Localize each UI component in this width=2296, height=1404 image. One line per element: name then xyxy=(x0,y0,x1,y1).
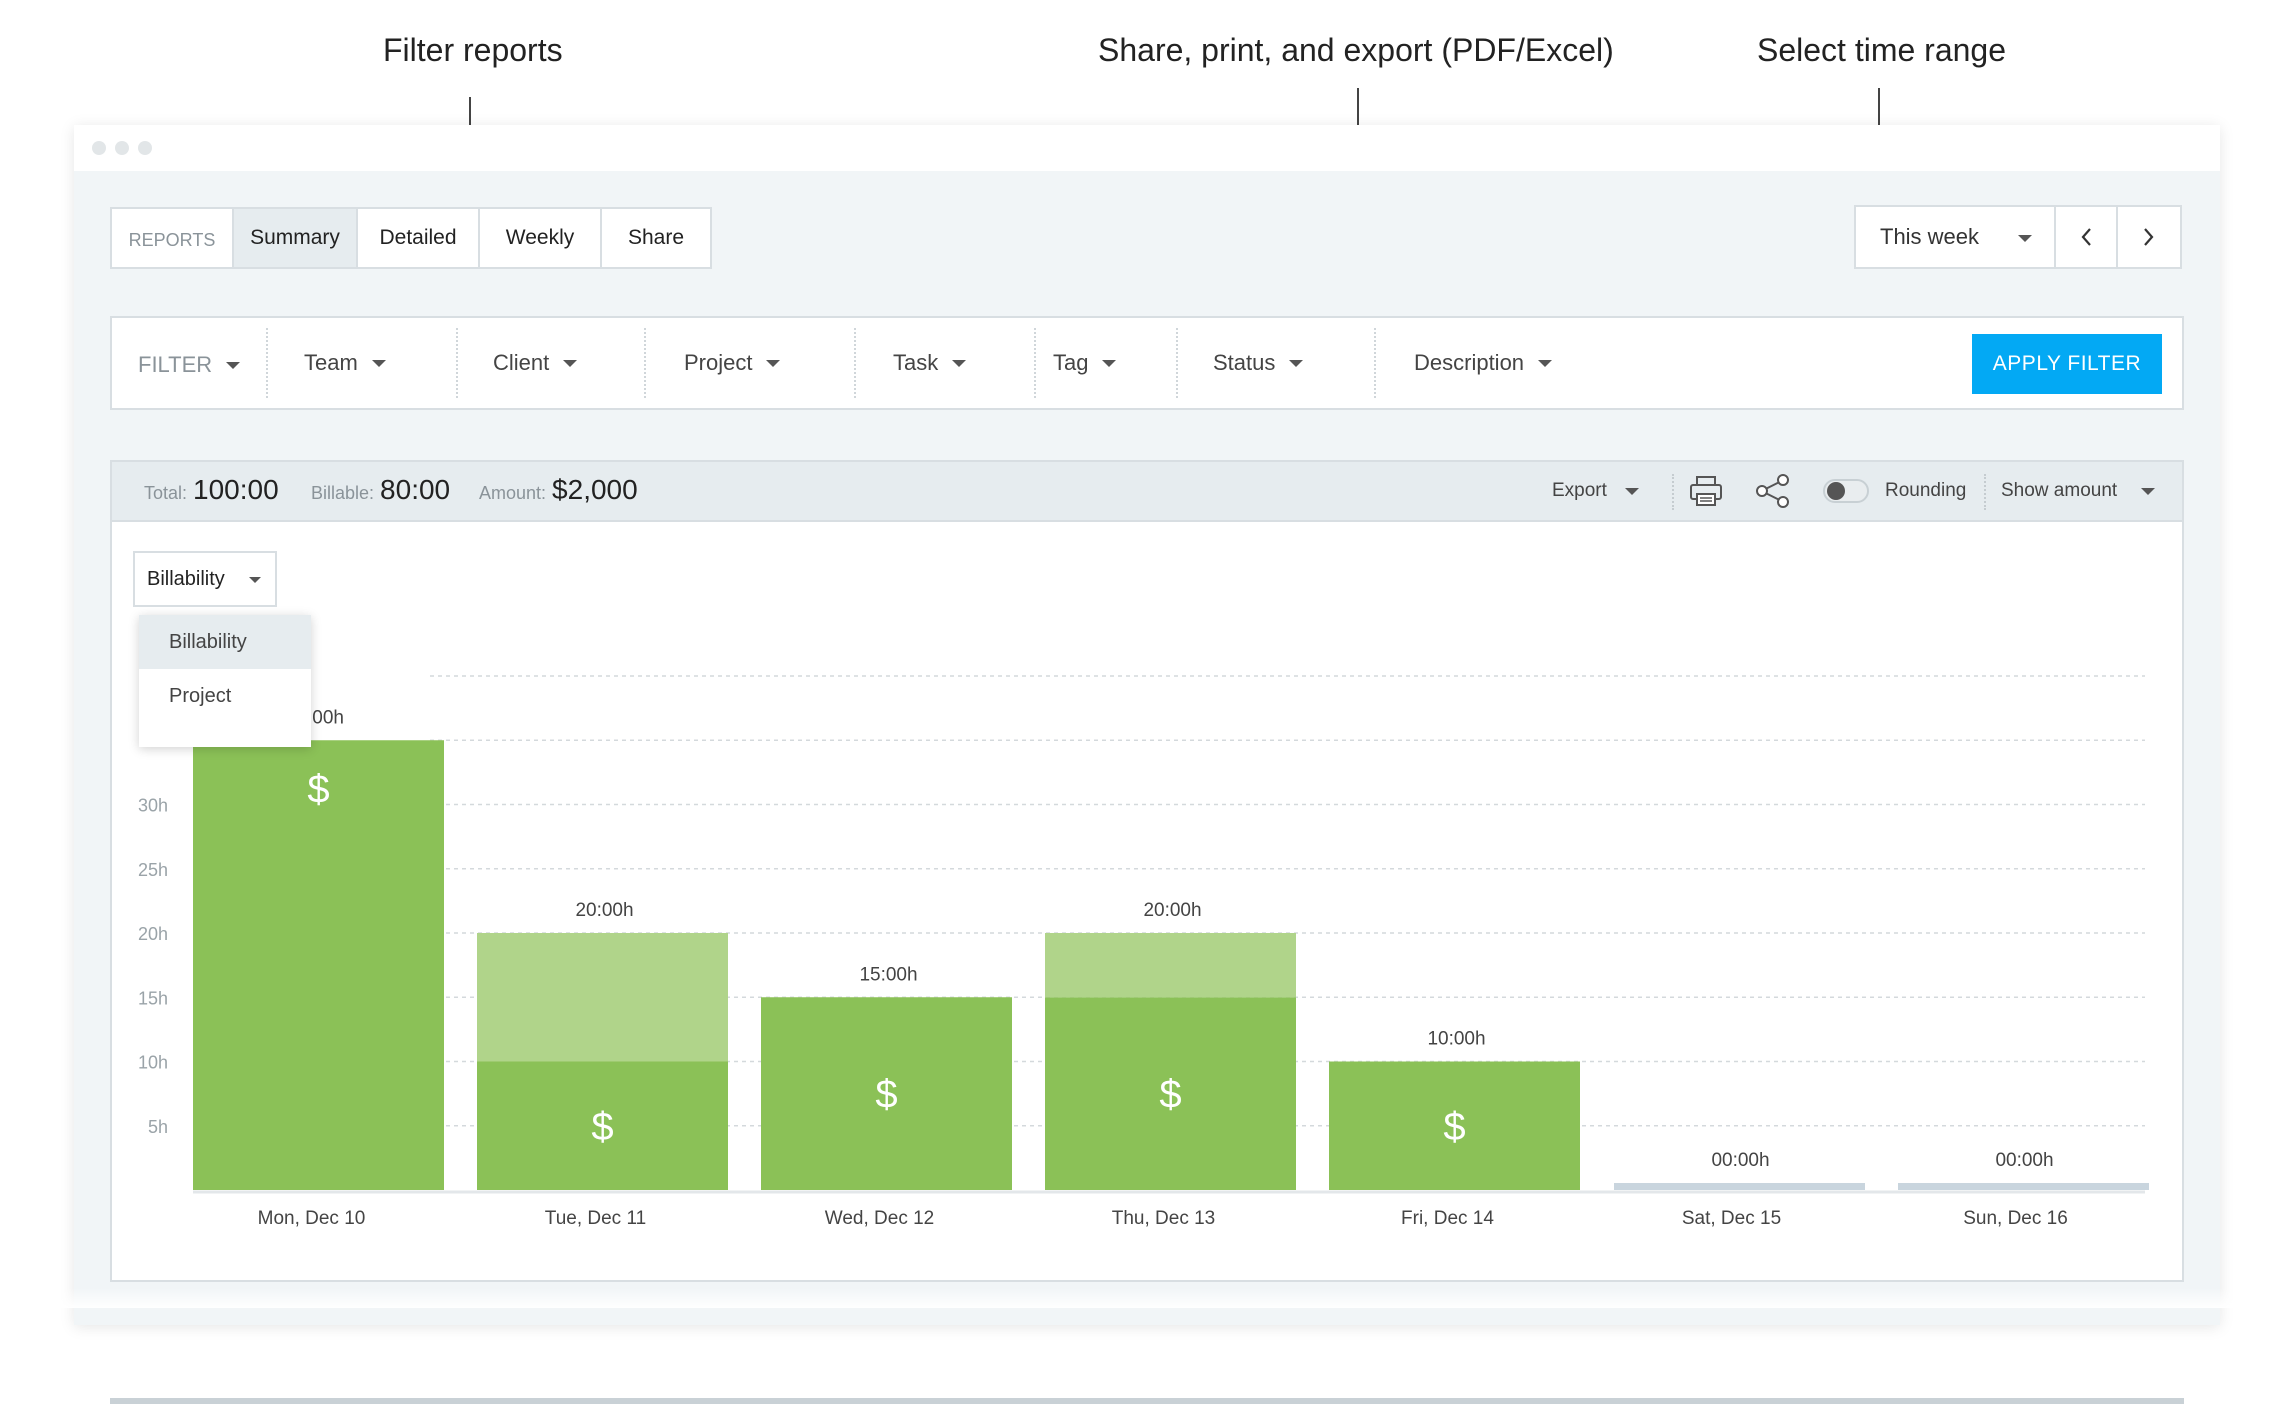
header-divider xyxy=(1672,474,1674,510)
app-window: REPORTS Summary Detailed Weekly Share Th… xyxy=(74,125,2220,1404)
total-label: Total: xyxy=(144,483,188,503)
rounding-label: Rounding xyxy=(1885,480,1967,501)
tab-weekly[interactable]: Weekly xyxy=(480,209,602,267)
printer-icon xyxy=(1690,476,1722,506)
chevron-left-icon xyxy=(2081,228,2091,246)
filter-divider xyxy=(1374,328,1376,398)
filter-description[interactable]: Description xyxy=(1414,318,1553,408)
filter-divider xyxy=(1034,328,1036,398)
amount-stat: Amount: $2,000 xyxy=(479,474,638,506)
total-stat: Total: 100:00 xyxy=(144,474,279,506)
tab-share[interactable]: Share xyxy=(627,226,685,249)
billable-stat: Billable: 80:00 xyxy=(311,474,450,506)
filter-task[interactable]: Task xyxy=(893,318,967,408)
chevron-down-icon xyxy=(563,359,578,367)
filter-divider xyxy=(456,328,458,398)
show-amount-select[interactable]: Show amount xyxy=(2001,462,2156,520)
chevron-down-icon xyxy=(1102,359,1117,367)
filter-project[interactable]: Project xyxy=(684,318,781,408)
chevron-down-icon xyxy=(1624,487,1639,495)
chevron-down-icon xyxy=(2018,235,2032,242)
amount-label: Amount: xyxy=(479,483,547,503)
billable-label: Billable: xyxy=(311,483,375,503)
filter-divider xyxy=(644,328,646,398)
chevron-down-icon xyxy=(766,359,781,367)
next-range-button[interactable] xyxy=(2118,207,2180,267)
header-divider xyxy=(1984,474,1986,510)
filter-project-label: Project xyxy=(684,350,753,375)
apply-filter-button[interactable]: APPLY FILTER xyxy=(1972,334,2162,394)
callout-share-export: Share, print, and export (PDF/Excel) xyxy=(1098,32,1614,68)
panel-bottom-bar xyxy=(110,1398,2184,1404)
window-dot-minimize[interactable] xyxy=(115,141,129,155)
chevron-down-icon xyxy=(1289,359,1304,367)
group-by-dropdown: Billability Project xyxy=(139,615,311,747)
filter-team[interactable]: Team xyxy=(304,318,386,408)
callout-select-range: Select time range xyxy=(1757,32,2007,68)
summary-header: Total: 100:00 Billable: 80:00 Amount: $2… xyxy=(112,462,2182,522)
export-button[interactable]: Export xyxy=(1552,462,1639,520)
window-dot-close[interactable] xyxy=(92,141,106,155)
date-range-select[interactable]: This week xyxy=(1856,207,2056,267)
prev-range-button[interactable] xyxy=(2056,207,2118,267)
filter-divider xyxy=(1176,328,1178,398)
chevron-down-icon xyxy=(371,359,386,367)
filter-status[interactable]: Status xyxy=(1213,318,1304,408)
group-option-project[interactable]: Project xyxy=(169,684,232,707)
bottom-fade xyxy=(0,1288,2296,1308)
window-titlebar xyxy=(74,125,2220,171)
print-button[interactable] xyxy=(1689,462,1723,520)
filter-client[interactable]: Client xyxy=(493,318,578,408)
reports-label: REPORTS xyxy=(112,209,234,267)
tab-summary[interactable]: Summary xyxy=(234,209,358,267)
chevron-down-icon xyxy=(1538,359,1553,367)
filter-description-label: Description xyxy=(1414,350,1525,375)
chevron-down-icon xyxy=(952,359,967,367)
filter-divider xyxy=(854,328,856,398)
billable-value: 80:00 xyxy=(380,474,451,505)
group-option-billability[interactable]: Billability xyxy=(139,615,311,669)
total-value: 100:00 xyxy=(193,474,279,505)
callout-filter-reports: Filter reports xyxy=(383,32,563,68)
chevron-down-icon xyxy=(2141,487,2156,495)
filter-tag[interactable]: Tag xyxy=(1053,318,1117,408)
filter-menu[interactable]: FILTER xyxy=(138,318,241,408)
amount-value: $2,000 xyxy=(552,474,638,505)
filter-label: FILTER xyxy=(138,352,213,377)
date-range-value: This week xyxy=(1880,224,1980,249)
filter-team-label: Team xyxy=(304,350,358,375)
report-panel: Total: 100:00 Billable: 80:00 Amount: $2… xyxy=(110,460,2184,1282)
rounding-toggle[interactable] xyxy=(1823,479,1869,503)
group-by-select[interactable]: Billability xyxy=(133,551,277,607)
filter-divider xyxy=(266,328,268,398)
export-label: Export xyxy=(1552,480,1607,501)
filter-status-label: Status xyxy=(1213,350,1276,375)
share-button[interactable] xyxy=(1755,462,1791,520)
filter-bar: FILTER Team Client Project Task Tag xyxy=(110,316,2184,410)
show-amount-label: Show amount xyxy=(2001,480,2118,501)
group-by-value: Billability xyxy=(147,567,225,590)
tab-detailed[interactable]: Detailed xyxy=(358,209,480,267)
window-dot-maximize[interactable] xyxy=(138,141,152,155)
share-icon xyxy=(1756,474,1789,508)
chevron-down-icon xyxy=(226,361,241,369)
report-tabs: REPORTS Summary Detailed Weekly Share xyxy=(110,207,712,269)
chevron-down-icon xyxy=(249,577,261,583)
filter-tag-label: Tag xyxy=(1053,350,1089,375)
date-range-picker: This week xyxy=(1854,205,2182,269)
filter-client-label: Client xyxy=(493,350,550,375)
chevron-right-icon xyxy=(2144,228,2154,246)
filter-task-label: Task xyxy=(893,350,939,375)
